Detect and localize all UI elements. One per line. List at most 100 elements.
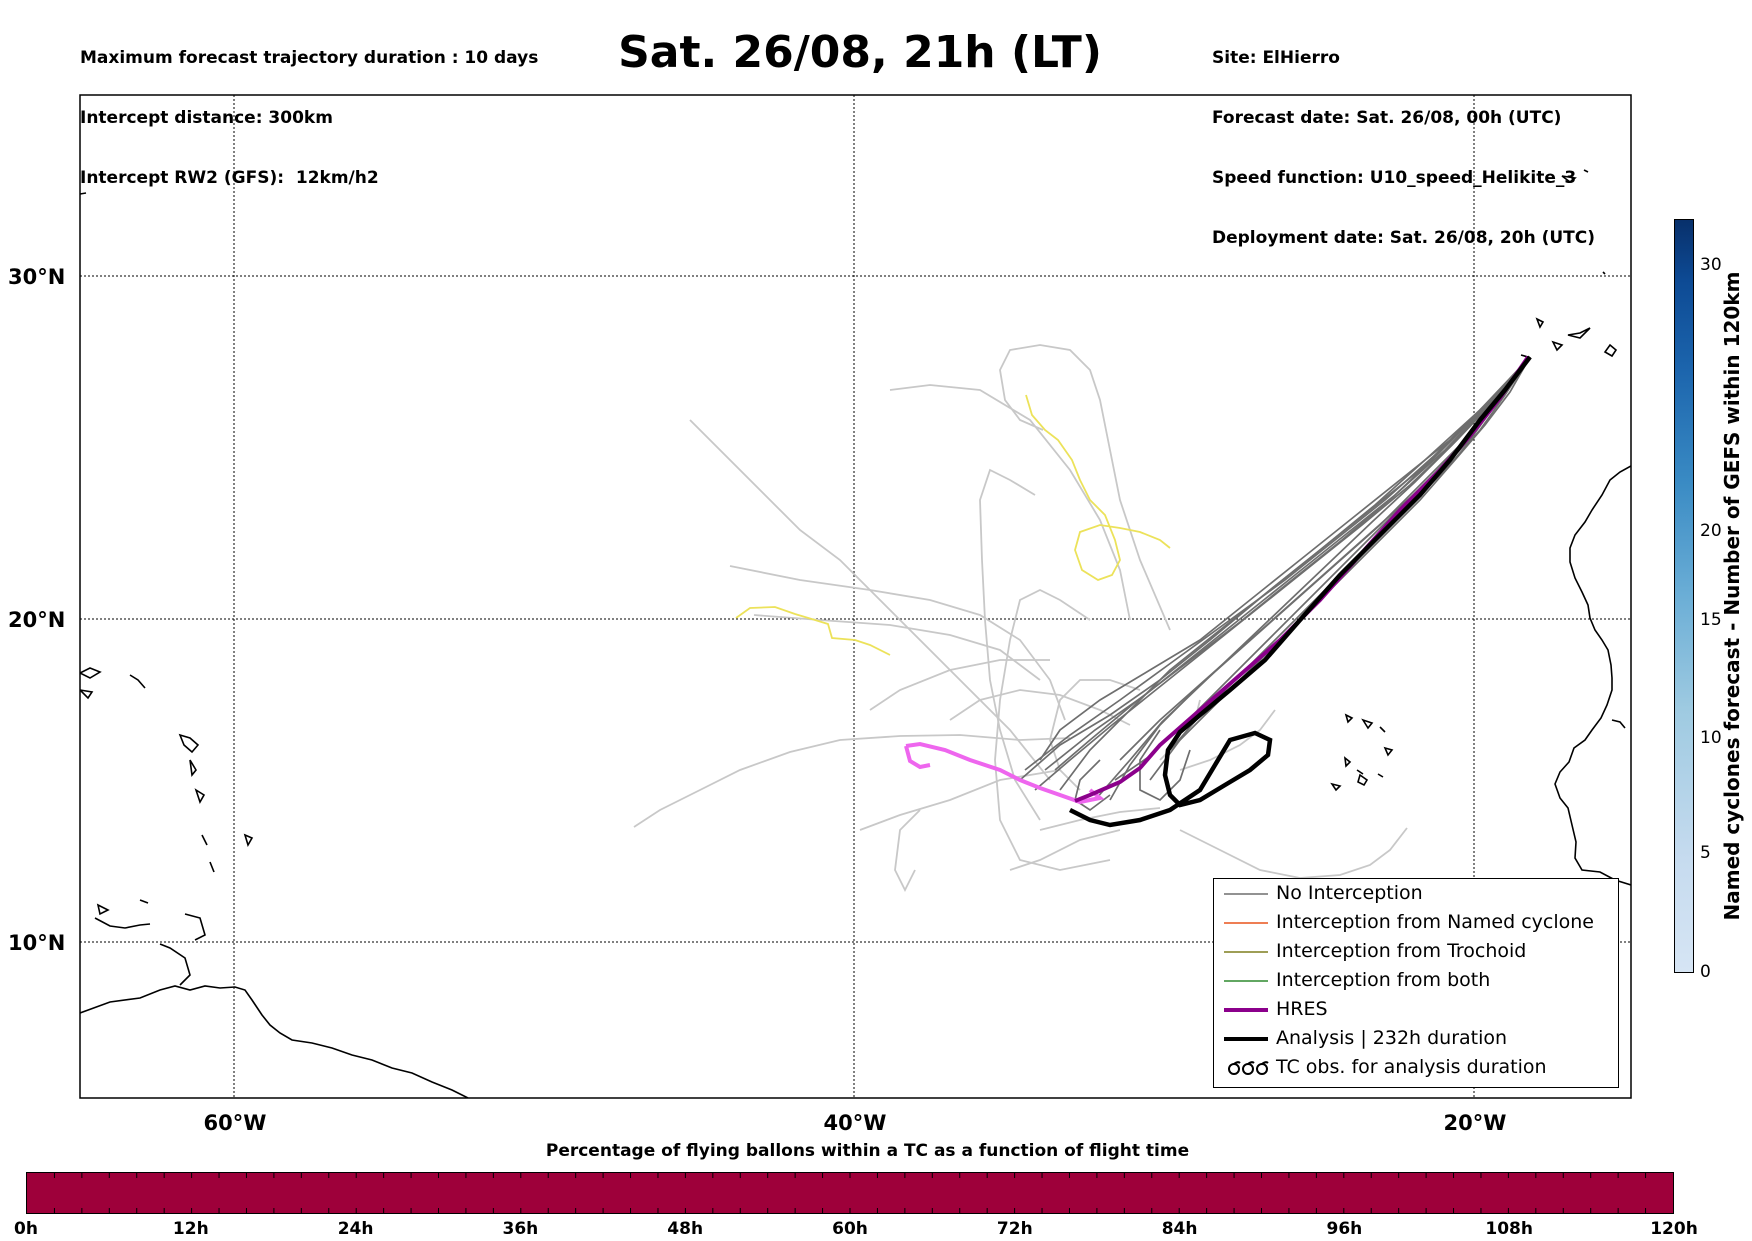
colorbar-tick: 5 [1700, 843, 1711, 863]
header-info-right: Site: ElHierro Forecast date: Sat. 26/08… [1212, 8, 1595, 268]
caribbean-island [243, 833, 254, 848]
gefs-trajectory [949, 689, 1131, 726]
header-line: Intercept distance: 300km [80, 108, 333, 128]
trinidad-coast [184, 913, 206, 941]
gefs-trajectories-dark [1019, 356, 1531, 812]
legend-line-swatch [1224, 922, 1268, 924]
map-frame [79, 94, 1632, 1099]
legend-line-swatch [1224, 951, 1268, 953]
legend-label: Interception from both [1276, 969, 1491, 991]
header-line: Site: ElHierro [1212, 48, 1340, 68]
legend-label: Interception from Named cyclone [1276, 911, 1594, 933]
colorbar-tick: 30 [1700, 255, 1722, 275]
canary-island [1567, 327, 1591, 339]
lon-label-60w: 60°W [203, 1111, 267, 1135]
gefs-trajectory [1179, 827, 1408, 879]
gefs-trajectory [894, 809, 921, 893]
gefs-trajectory [1179, 709, 1276, 771]
gefs-trajectory [889, 384, 1131, 621]
lat-label-10n: 10°N [8, 931, 66, 955]
percentage-bar-tick-label: 72h [996, 1219, 1033, 1239]
percentage-bar-tick-label: 12h [172, 1219, 209, 1239]
caribbean-island [80, 689, 94, 700]
header-line: Forecast date: Sat. 26/08, 00h (UTC) [1212, 108, 1562, 128]
gefs-trajectory [1139, 729, 1191, 802]
percentage-bar-tick-label: 96h [1326, 1219, 1363, 1239]
legend-label: Analysis | 232h duration [1276, 1027, 1508, 1049]
cape-verde-island [1377, 773, 1384, 778]
cape-verde-island [1343, 756, 1352, 768]
percentage-bar-tick-label: 60h [832, 1219, 868, 1239]
legend-item: Interception from Trochoid [1214, 937, 1618, 966]
gefs-trajectory [1049, 679, 1141, 791]
legend-item: Interception from Named cyclone [1214, 908, 1618, 937]
gefs-trajectory [994, 588, 1111, 871]
canary-island [1551, 340, 1564, 352]
cape-verde-island [1357, 773, 1369, 787]
legend-item: TC obs. for analysis duration [1214, 1053, 1618, 1082]
tc-symbol-icon [1228, 1061, 1269, 1075]
percentage-bar-tick-label: 36h [502, 1219, 539, 1239]
gefs-trajectory [1039, 807, 1161, 831]
lat-label-30n: 30°N [8, 265, 66, 289]
cape-verde-island [1330, 782, 1342, 792]
colorbar-tick: 20 [1700, 521, 1722, 541]
legend-item: Analysis | 232h duration [1214, 1024, 1618, 1053]
yellow-trajectory [1025, 394, 1171, 581]
legend-line-swatch [1224, 980, 1268, 982]
gefs-trajectory [1019, 356, 1531, 781]
legend-line-swatch [1224, 1008, 1268, 1012]
caribbean-island [129, 674, 146, 689]
legend-label: TC obs. for analysis duration [1276, 1056, 1547, 1078]
cape-verde-island [1379, 726, 1386, 733]
header-line: Maximum forecast trajectory duration : 1… [80, 48, 539, 68]
header-info-left: Maximum forecast trajectory duration : 1… [80, 8, 538, 208]
legend-label: No Interception [1276, 882, 1423, 904]
hres-forecast-tail [905, 741, 1105, 805]
header-line: Deployment date: Sat. 26/08, 20h (UTC) [1212, 228, 1596, 248]
canary-island [1603, 343, 1618, 358]
yellow-trajectories [735, 394, 1171, 656]
gefs-trajectory [1009, 829, 1121, 871]
gefs-trajectory [1094, 356, 1531, 801]
legend-item: HRES [1214, 995, 1618, 1024]
colorbar-tick: 0 [1700, 962, 1711, 982]
cape-verde-island [1361, 718, 1374, 730]
gefs-trajectory [1059, 356, 1531, 791]
gefs-trajectory [859, 769, 1061, 831]
caribbean-island [139, 899, 149, 904]
caribbean-island [96, 903, 110, 916]
header-line: Speed function: U10_speed_Helikite_3 [1212, 168, 1577, 188]
south-america-coast [80, 985, 469, 1098]
legend-line-swatch [1224, 893, 1268, 895]
cape-verde-island [1356, 769, 1364, 775]
caribbean-island [80, 192, 87, 195]
percentage-bar-tick-label: 108h [1485, 1219, 1533, 1239]
analysis-trajectory [1068, 355, 1532, 828]
percentage-bar-tick-label: 84h [1161, 1219, 1198, 1239]
percentage-bar-tick-label: 48h [667, 1219, 704, 1239]
venezuela-coast [159, 943, 191, 986]
map-legend: No Interception Interception from Named … [1213, 878, 1619, 1088]
cape-verde-island [1344, 713, 1354, 724]
madeira-island [1583, 169, 1589, 173]
caribbean-island [194, 788, 206, 804]
percentage-bar-tick-label: 0h [14, 1219, 38, 1239]
legend-item: No Interception [1214, 879, 1618, 908]
gefs-trajectory [1039, 356, 1531, 761]
west-africa-coast [1554, 465, 1631, 886]
madeira-island [1561, 175, 1577, 184]
colorbar-tick: 15 [1700, 610, 1722, 630]
caribbean-island [178, 733, 200, 754]
legend-label: HRES [1276, 998, 1328, 1020]
percentage-bar-tick-label: 24h [337, 1219, 374, 1239]
page-title: Sat. 26/08, 21h (LT) [618, 27, 1102, 78]
west-africa-coast [1611, 719, 1626, 729]
legend-item: Interception from both [1214, 966, 1618, 995]
caribbean-island [80, 667, 102, 679]
cape-verde-island [1383, 746, 1394, 757]
canary-island [1535, 317, 1545, 329]
yellow-trajectory [735, 606, 891, 656]
percentage-bar-ticks [53, 1173, 1647, 1213]
